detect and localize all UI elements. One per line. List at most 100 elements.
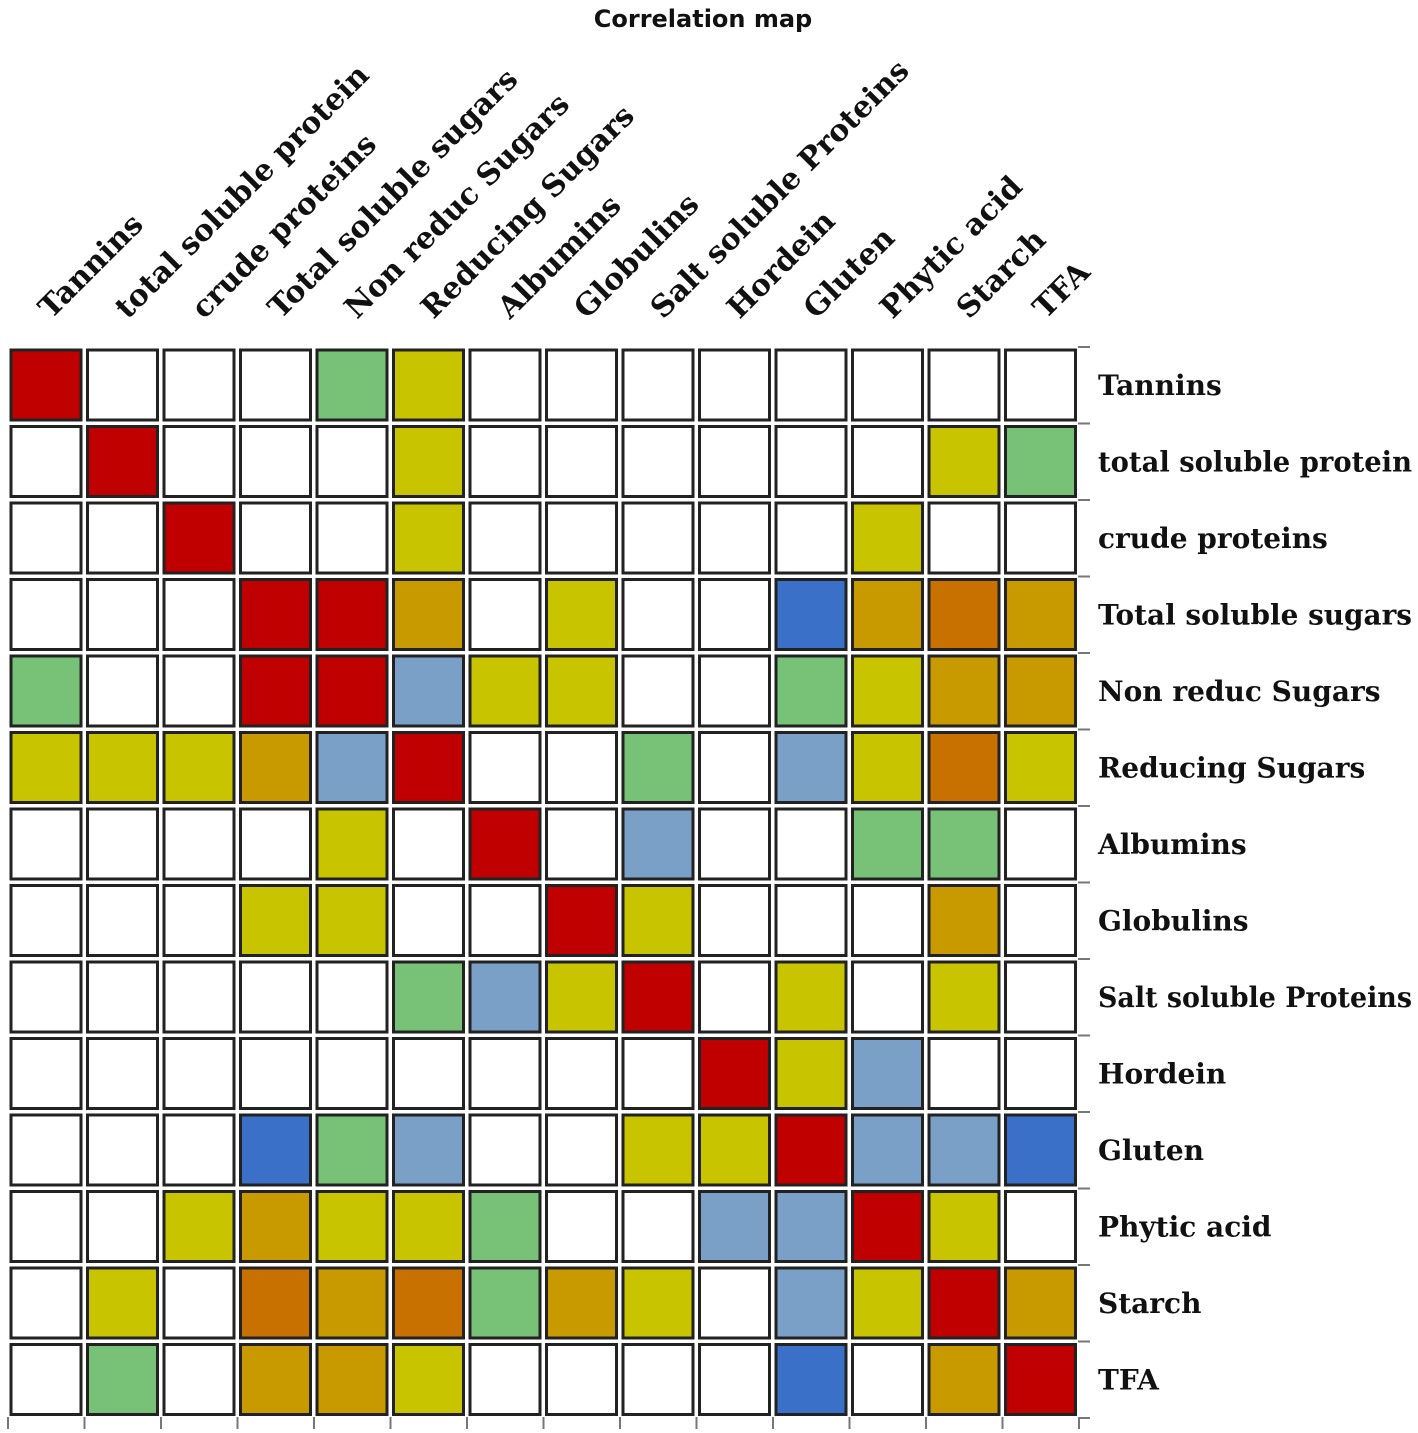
heatmap-cell — [698, 731, 771, 804]
heatmap-cell — [1004, 654, 1077, 728]
heatmap-cell — [9, 807, 83, 881]
heatmap-cell — [1004, 1113, 1077, 1187]
heatmap-cell — [774, 960, 848, 1034]
heatmap-cell — [86, 731, 159, 804]
heatmap-cell — [86, 807, 159, 881]
heatmap-cell — [468, 960, 542, 1034]
heatmap-cell — [392, 348, 465, 422]
heatmap-cell — [621, 884, 695, 957]
heatmap-cell — [9, 501, 83, 575]
heatmap-cell — [162, 1266, 236, 1340]
heatmap-cell — [315, 425, 389, 498]
heatmap-cell — [851, 884, 924, 957]
heatmap-cell — [545, 654, 618, 728]
heatmap-cell — [698, 884, 771, 957]
heatmap-cell — [1004, 1037, 1077, 1110]
heatmap-cell — [315, 348, 389, 422]
heatmap-cell — [86, 1190, 159, 1263]
heatmap-cell — [86, 578, 159, 651]
heatmap-cell — [162, 425, 236, 498]
heatmap-cell — [621, 807, 695, 881]
column-label: TFA — [1026, 254, 1097, 325]
heatmap-cell — [239, 1343, 312, 1416]
heatmap-cell — [392, 1266, 465, 1340]
heatmap-cell — [698, 425, 771, 498]
heatmap-cell — [698, 1113, 771, 1187]
heatmap-cell — [927, 348, 1001, 422]
heatmap-cell — [392, 960, 465, 1034]
heatmap-cell — [851, 1266, 924, 1340]
row-label: Tannins — [1098, 369, 1222, 402]
heatmap-cell — [851, 348, 924, 422]
heatmap-cell — [86, 1266, 159, 1340]
heatmap-cell — [315, 1113, 389, 1187]
heatmap-cell — [392, 1343, 465, 1416]
heatmap-cell — [927, 654, 1001, 728]
heatmap-cell — [1004, 348, 1077, 422]
heatmap-cell — [392, 501, 465, 575]
heatmap-cell — [545, 1113, 618, 1187]
heatmap-cell — [162, 1343, 236, 1416]
heatmap-cell — [927, 501, 1001, 575]
heatmap-cell — [774, 1266, 848, 1340]
heatmap-cell — [162, 884, 236, 957]
heatmap-cell — [162, 501, 236, 575]
heatmap-cell — [162, 348, 236, 422]
heatmap-cell — [774, 348, 848, 422]
heatmap-cell — [468, 1190, 542, 1263]
heatmap-cell — [774, 1113, 848, 1187]
heatmap-cell — [315, 501, 389, 575]
heatmap-cell — [9, 425, 83, 498]
heatmap-cell — [927, 425, 1001, 498]
heatmap-cell — [621, 1266, 695, 1340]
heatmap-cell — [9, 1343, 83, 1416]
heatmap-cell — [698, 807, 771, 881]
heatmap-cell — [851, 807, 924, 881]
heatmap-cell — [545, 425, 618, 498]
heatmap-cell — [545, 1037, 618, 1110]
heatmap-cell — [86, 1037, 159, 1110]
heatmap-cell — [1004, 731, 1077, 804]
heatmap-cell — [545, 578, 618, 651]
heatmap-cell — [239, 348, 312, 422]
heatmap-cell — [392, 884, 465, 957]
heatmap-cell — [315, 1266, 389, 1340]
heatmap-cell — [774, 1190, 848, 1263]
heatmap-cell — [927, 578, 1001, 651]
heatmap-cell — [239, 654, 312, 728]
heatmap-cell — [468, 425, 542, 498]
heatmap-cell — [239, 425, 312, 498]
heatmap-cell — [239, 807, 312, 881]
heatmap-cell — [1004, 884, 1077, 957]
row-label: Gluten — [1098, 1134, 1204, 1167]
heatmap-cell — [851, 1343, 924, 1416]
heatmap-cell — [392, 807, 465, 881]
heatmap-cell — [851, 501, 924, 575]
heatmap-cell — [698, 1037, 771, 1110]
heatmap-cell — [86, 1343, 159, 1416]
heatmap-cell — [1004, 578, 1077, 651]
heatmap-cell — [774, 1037, 848, 1110]
heatmap-cell — [315, 884, 389, 957]
heatmap-cell — [392, 654, 465, 728]
heatmap-cell — [9, 1266, 83, 1340]
row-label: Phytic acid — [1098, 1211, 1271, 1244]
heatmap-cell — [698, 1190, 771, 1263]
heatmap-cell — [927, 960, 1001, 1034]
heatmap-cell — [545, 1190, 618, 1263]
heatmap-cell — [315, 807, 389, 881]
row-label: Salt soluble Proteins — [1098, 981, 1412, 1014]
heatmap-cell — [1004, 960, 1077, 1034]
heatmap-cell — [927, 1266, 1001, 1340]
heatmap-cell — [621, 1113, 695, 1187]
heatmap-cell — [621, 578, 695, 651]
row-labels: Tannins total soluble protein crude protei… — [1097, 369, 1412, 1397]
heatmap-cell — [774, 501, 848, 575]
heatmap-cell — [545, 731, 618, 804]
heatmap-cell — [86, 1113, 159, 1187]
heatmap-cell — [774, 1343, 848, 1416]
heatmap-cell — [315, 1037, 389, 1110]
heatmap-cell — [468, 1113, 542, 1187]
heatmap-cell — [621, 1343, 695, 1416]
heatmap-cell — [698, 960, 771, 1034]
